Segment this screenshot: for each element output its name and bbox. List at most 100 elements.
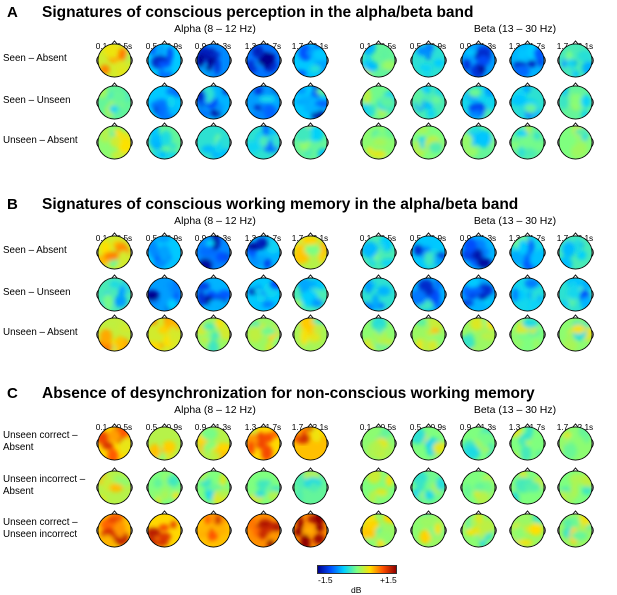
scalp-topography (460, 510, 497, 548)
scalp-topography (96, 274, 133, 312)
scalp-topography (146, 232, 183, 270)
topomap (95, 274, 134, 313)
scalp-topography (509, 510, 546, 548)
panel-letter-a: A (7, 4, 18, 21)
topomap (244, 40, 283, 79)
scalp-topography (146, 467, 183, 505)
topomap (95, 122, 134, 161)
topomap (244, 423, 283, 462)
topomap (459, 423, 498, 462)
scalp-topography (460, 232, 497, 270)
topomap (95, 82, 134, 121)
topomap (291, 314, 330, 353)
topomap (359, 314, 398, 353)
scalp-topography (460, 423, 497, 461)
topomap (556, 40, 595, 79)
topomap (95, 232, 134, 271)
scalp-topography (195, 423, 232, 461)
topomap (508, 467, 547, 506)
scalp-topography (245, 467, 282, 505)
topomap (359, 40, 398, 79)
topomap (244, 122, 283, 161)
scalp-topography (410, 122, 447, 160)
scalp-topography (245, 82, 282, 120)
topomap (359, 274, 398, 313)
scalp-topography (146, 40, 183, 78)
scalp-topography (245, 40, 282, 78)
scalp-topography (96, 40, 133, 78)
scalp-topography (292, 423, 329, 461)
panel-letter-c: C (7, 385, 18, 402)
colorbar-min-label: -1.5 (318, 575, 333, 585)
scalp-topography (410, 232, 447, 270)
scalp-topography (292, 82, 329, 120)
scalp-topography (292, 467, 329, 505)
scalp-topography (509, 467, 546, 505)
scalp-topography (509, 122, 546, 160)
topomap (409, 82, 448, 121)
scalp-topography (509, 423, 546, 461)
row-label: Unseen incorrect – Absent (3, 474, 86, 497)
row-label: Unseen – Absent (3, 135, 78, 146)
topomap (291, 82, 330, 121)
scalp-topography (410, 510, 447, 548)
scalp-topography (410, 82, 447, 120)
scalp-topography (557, 467, 594, 505)
topomap (556, 423, 595, 462)
colorbar-gradient (317, 565, 397, 574)
scalp-topography (96, 82, 133, 120)
topomap (291, 122, 330, 161)
topomap (508, 274, 547, 313)
scalp-topography (557, 232, 594, 270)
scalp-topography (460, 274, 497, 312)
scalp-topography (292, 274, 329, 312)
panel-title-b: Signatures of conscious working memory i… (42, 196, 519, 213)
scalp-topography (410, 314, 447, 352)
topomap (194, 122, 233, 161)
scalp-topography (96, 232, 133, 270)
topomap (459, 467, 498, 506)
topomap (194, 510, 233, 549)
scalp-topography (195, 122, 232, 160)
topomap (194, 274, 233, 313)
scalp-topography (460, 314, 497, 352)
scalp-topography (360, 82, 397, 120)
scalp-topography (509, 274, 546, 312)
topomap (194, 82, 233, 121)
scalp-topography (245, 232, 282, 270)
topomap (95, 423, 134, 462)
scalp-topography (509, 82, 546, 120)
scalp-topography (410, 423, 447, 461)
topomap (508, 314, 547, 353)
row-label: Seen – Unseen (3, 287, 71, 298)
band-title-alpha: Alpha (8 – 12 Hz) (174, 404, 256, 416)
scalp-topography (96, 423, 133, 461)
scalp-topography (410, 274, 447, 312)
scalp-topography (195, 232, 232, 270)
topomap (194, 40, 233, 79)
topomap (409, 314, 448, 353)
scalp-topography (360, 40, 397, 78)
topomap (145, 423, 184, 462)
topomap (95, 40, 134, 79)
scalp-topography (96, 467, 133, 505)
row-label: Seen – Unseen (3, 95, 71, 106)
scalp-topography (146, 314, 183, 352)
band-title-beta: Beta (13 – 30 Hz) (473, 404, 557, 416)
topomap (194, 232, 233, 271)
scalp-topography (146, 510, 183, 548)
scalp-topography (509, 40, 546, 78)
topomap (459, 314, 498, 353)
topomap (145, 40, 184, 79)
scalp-topography (195, 510, 232, 548)
scalp-topography (360, 423, 397, 461)
scalp-topography (360, 467, 397, 505)
topomap (359, 467, 398, 506)
row-label: Unseen correct – Unseen incorrect (3, 517, 78, 540)
scalp-topography (96, 510, 133, 548)
scalp-topography (245, 122, 282, 160)
topomap (508, 510, 547, 549)
scalp-topography (146, 122, 183, 160)
topomap (244, 274, 283, 313)
scalp-topography (360, 232, 397, 270)
